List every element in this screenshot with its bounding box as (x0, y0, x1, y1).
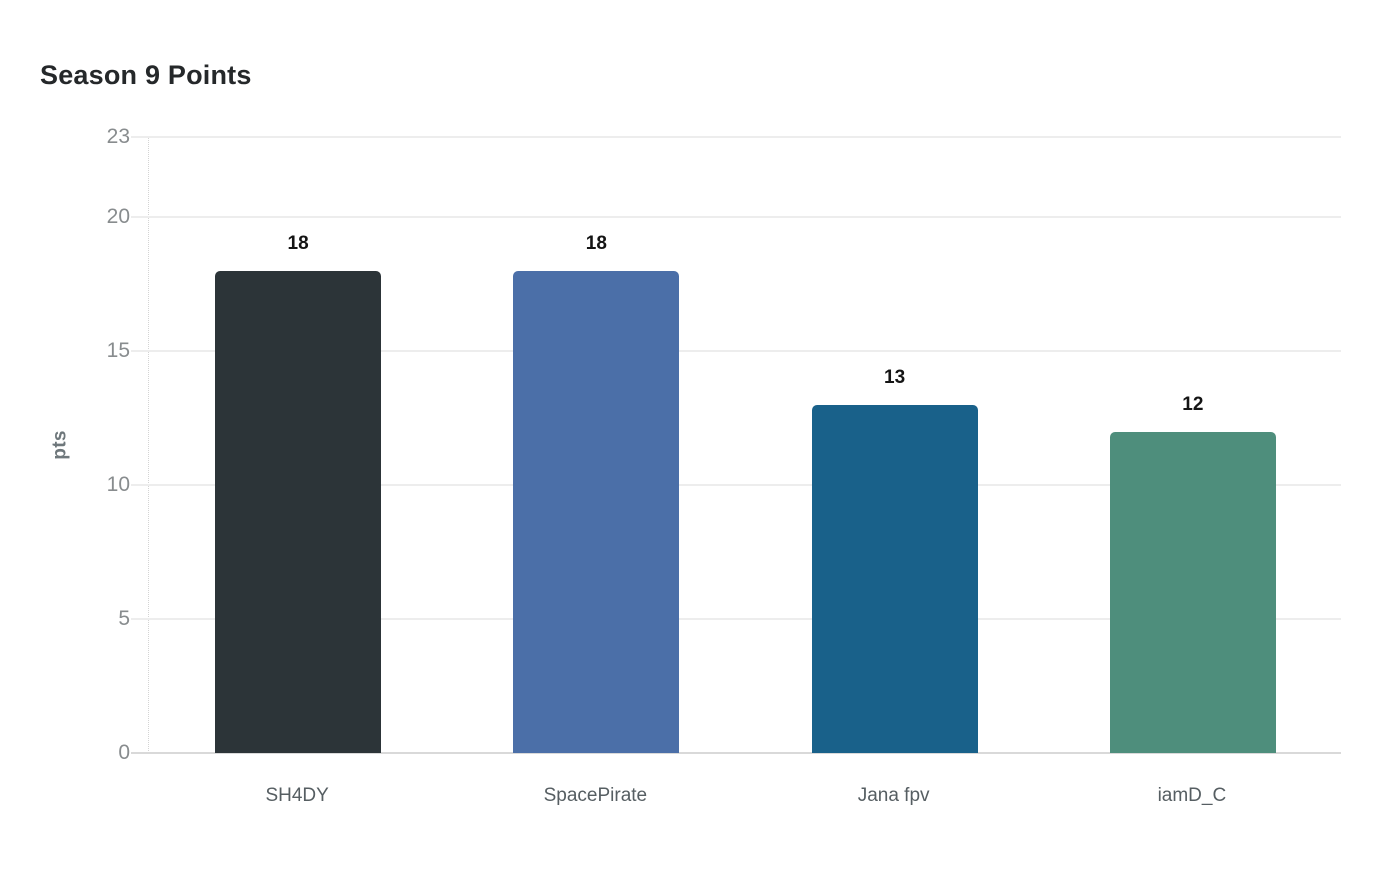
gridline-y-15 (131, 350, 1341, 353)
gridline-y-20 (131, 216, 1341, 219)
y-tick-label: 20 (106, 205, 130, 229)
y-axis-label: pts (49, 430, 71, 460)
gridline-y-10 (131, 484, 1341, 487)
gridline-y-5 (131, 618, 1341, 621)
x-tick-label: Jana fpv (857, 785, 930, 806)
bar-value-label: 18 (585, 232, 607, 254)
chart-title: Season 9 Points (40, 60, 252, 90)
bar-iamd-c (1109, 431, 1276, 753)
y-tick-label: 0 (118, 741, 130, 764)
y-tick-label: 10 (106, 473, 130, 497)
bar-value-label: 12 (1182, 393, 1204, 415)
gridline-y-0 (131, 752, 1341, 754)
x-tick-label: iamD_C (1157, 785, 1227, 806)
bar-value-label: 18 (287, 232, 309, 254)
bar-value-label: 13 (884, 366, 906, 388)
gridline-y-23 (131, 136, 1341, 138)
bar-spacepirate (513, 270, 680, 753)
x-tick-label: SH4DY (265, 785, 329, 806)
y-tick-label: 5 (118, 607, 130, 631)
plot-area: 18 18 13 12 (131, 136, 1341, 754)
bar-jana-fpv (811, 404, 978, 753)
y-tick-label: 15 (106, 339, 130, 363)
x-tick-label: SpacePirate (543, 785, 648, 806)
y-tick-label: 23 (106, 125, 130, 148)
bar-sh4dy (215, 270, 382, 753)
